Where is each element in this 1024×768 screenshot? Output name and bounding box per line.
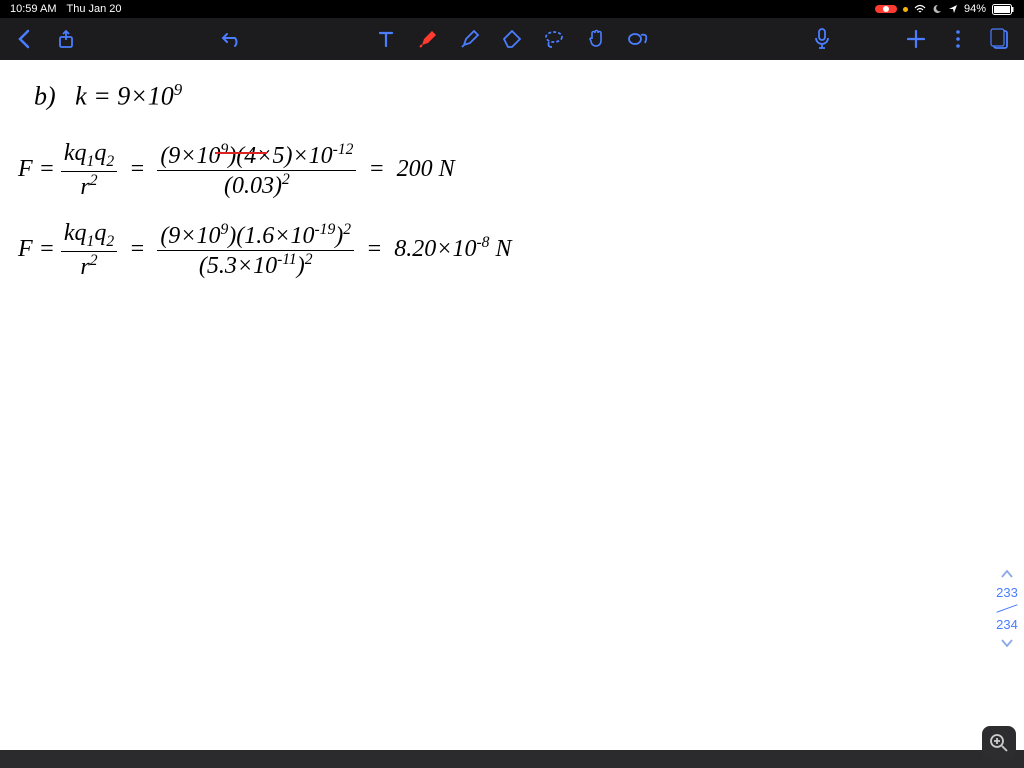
undo-button[interactable] (220, 27, 244, 51)
more-button[interactable] (946, 27, 970, 51)
eraser-button[interactable] (500, 27, 524, 51)
zoom-in-button[interactable] (982, 726, 1016, 760)
text-tool-icon (376, 29, 396, 49)
location-icon (948, 4, 958, 14)
pen-filled-icon (418, 29, 438, 49)
hand-icon (586, 28, 606, 50)
handwritten-line: F = kq1q2r2 = (9×109)(4×5)×10-12(0.03)2 … (18, 140, 455, 201)
add-button[interactable] (904, 27, 928, 51)
handwritten-line: b) k = 9×109 (34, 80, 182, 112)
text-tool-button[interactable] (374, 27, 398, 51)
pen-filled-button[interactable] (416, 27, 440, 51)
eraser-icon (501, 29, 523, 49)
shapes-button[interactable] (626, 27, 650, 51)
status-date: Thu Jan 20 (66, 3, 121, 15)
microphone-button[interactable] (810, 27, 834, 51)
app-toolbar (0, 18, 1024, 60)
share-icon (57, 29, 75, 49)
hand-tool-button[interactable] (584, 27, 608, 51)
undo-icon (221, 30, 243, 48)
pen-outline-icon (460, 29, 480, 49)
canvas-area: b) k = 9×109 F = kq1q2r2 = (9×109)(4×5)×1… (0, 60, 1024, 768)
handwritten-line: F = kq1q2r2 = (9×109)(1.6×10-19)2(5.3×10… (18, 220, 511, 281)
lasso-button[interactable] (542, 27, 566, 51)
more-vertical-icon (955, 29, 961, 49)
zoom-in-icon (989, 733, 1009, 753)
share-button[interactable] (54, 27, 78, 51)
spell-underline (215, 152, 267, 154)
shapes-icon (627, 29, 649, 49)
lasso-icon (543, 29, 565, 49)
page-total[interactable]: 234 (996, 617, 1018, 632)
pages-button[interactable] (988, 27, 1012, 51)
battery-icon (992, 4, 1014, 15)
status-bar: 10:59 AM Thu Jan 20 94% (0, 0, 1024, 18)
battery-pct: 94% (964, 3, 986, 15)
page-navigator: 233 234 (996, 569, 1018, 648)
back-button[interactable] (12, 27, 36, 51)
chevron-down-icon[interactable] (1000, 638, 1014, 648)
page-current[interactable]: 233 (996, 585, 1018, 600)
plus-icon (906, 29, 926, 49)
microphone-icon (814, 28, 830, 50)
page-separator (996, 604, 1017, 612)
record-dot-icon (883, 6, 889, 12)
note-canvas[interactable]: b) k = 9×109 F = kq1q2r2 = (9×109)(4×5)×1… (0, 60, 1024, 750)
status-time: 10:59 AM (10, 3, 56, 15)
chevron-up-icon[interactable] (1000, 569, 1014, 579)
wifi-icon (914, 3, 926, 15)
chevron-left-icon (16, 29, 32, 49)
moon-icon (932, 4, 942, 14)
dot-indicator-icon (903, 7, 908, 12)
screen-record-pill[interactable] (875, 5, 897, 13)
pen-outline-button[interactable] (458, 27, 482, 51)
pages-icon (990, 28, 1010, 50)
